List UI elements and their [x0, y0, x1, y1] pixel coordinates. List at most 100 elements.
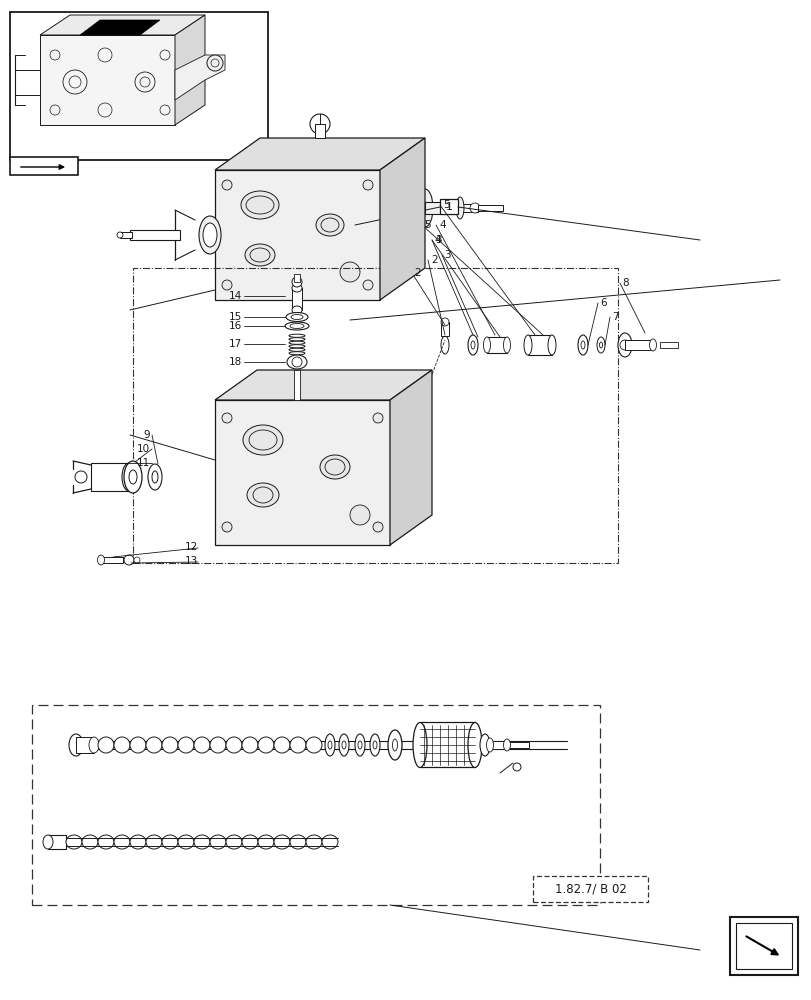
Text: 6: 6 [599, 298, 606, 308]
Bar [48, 835, 66, 849]
Circle shape [372, 522, 383, 532]
Ellipse shape [289, 334, 305, 337]
Ellipse shape [114, 835, 130, 849]
Ellipse shape [306, 835, 322, 849]
Text: 7: 7 [611, 312, 618, 322]
Circle shape [310, 114, 329, 134]
Ellipse shape [66, 835, 82, 849]
Text: 1: 1 [445, 202, 452, 212]
Ellipse shape [210, 737, 225, 753]
Ellipse shape [247, 483, 279, 507]
Ellipse shape [130, 737, 146, 753]
Bar [460, 204, 478, 212]
Ellipse shape [372, 741, 376, 749]
Text: 18: 18 [229, 357, 242, 367]
Ellipse shape [290, 737, 306, 753]
Text: 5: 5 [443, 200, 449, 210]
Bar [294, 370, 299, 400]
Ellipse shape [523, 335, 531, 355]
Circle shape [221, 522, 232, 532]
Ellipse shape [599, 342, 602, 348]
Polygon shape [215, 170, 380, 300]
Bar [133, 268, 617, 563]
Ellipse shape [178, 737, 194, 753]
Bar [101, 557, 122, 563]
Ellipse shape [250, 248, 270, 262]
Ellipse shape [249, 430, 277, 450]
Bar [440, 322, 448, 336]
Ellipse shape [130, 835, 146, 849]
Text: 10: 10 [137, 444, 150, 454]
Ellipse shape [417, 189, 432, 227]
Circle shape [69, 76, 81, 88]
Bar [527, 335, 551, 355]
Ellipse shape [649, 339, 655, 351]
Text: 2: 2 [414, 268, 420, 278]
Ellipse shape [225, 835, 242, 849]
Ellipse shape [241, 191, 279, 219]
Ellipse shape [146, 835, 162, 849]
Ellipse shape [289, 338, 305, 341]
Bar [440, 199, 457, 214]
Bar [729, 917, 797, 975]
Polygon shape [175, 15, 204, 125]
Circle shape [221, 180, 232, 190]
Ellipse shape [440, 318, 448, 326]
Ellipse shape [581, 341, 584, 349]
Text: 4: 4 [433, 235, 440, 245]
Bar [506, 742, 528, 748]
Ellipse shape [203, 223, 217, 247]
Text: 8: 8 [621, 278, 628, 288]
Bar [294, 274, 299, 282]
Ellipse shape [338, 734, 349, 756]
Circle shape [292, 357, 302, 367]
Ellipse shape [286, 355, 307, 369]
Ellipse shape [152, 471, 158, 483]
Ellipse shape [162, 737, 178, 753]
Circle shape [50, 50, 60, 60]
Ellipse shape [289, 352, 305, 355]
Text: 16: 16 [229, 321, 242, 331]
Polygon shape [215, 138, 424, 170]
Ellipse shape [194, 835, 210, 849]
Ellipse shape [370, 734, 380, 756]
Ellipse shape [273, 737, 290, 753]
Bar [659, 342, 677, 348]
Bar [10, 12, 268, 160]
Ellipse shape [479, 734, 489, 756]
Ellipse shape [98, 835, 114, 849]
Ellipse shape [341, 741, 345, 749]
Circle shape [75, 471, 87, 483]
Ellipse shape [577, 335, 587, 355]
Ellipse shape [440, 336, 448, 354]
Ellipse shape [253, 487, 272, 503]
Ellipse shape [258, 737, 273, 753]
Ellipse shape [146, 737, 162, 753]
Ellipse shape [242, 737, 258, 753]
Ellipse shape [292, 284, 302, 292]
Ellipse shape [328, 741, 332, 749]
Circle shape [98, 48, 112, 62]
Bar [32, 705, 599, 905]
Ellipse shape [392, 739, 397, 751]
Circle shape [98, 103, 112, 117]
Ellipse shape [122, 463, 135, 491]
Ellipse shape [225, 737, 242, 753]
Circle shape [221, 413, 232, 423]
Ellipse shape [292, 306, 302, 314]
Ellipse shape [242, 425, 283, 455]
Circle shape [139, 77, 150, 87]
Ellipse shape [467, 722, 482, 768]
Polygon shape [215, 370, 431, 400]
Text: 3: 3 [435, 235, 441, 245]
Ellipse shape [290, 314, 303, 320]
Ellipse shape [273, 835, 290, 849]
Text: 14: 14 [229, 291, 242, 301]
Ellipse shape [290, 324, 303, 328]
Circle shape [372, 413, 383, 423]
Ellipse shape [194, 737, 210, 753]
Ellipse shape [503, 337, 510, 353]
Circle shape [134, 557, 139, 563]
Circle shape [363, 180, 372, 190]
Ellipse shape [124, 461, 142, 493]
